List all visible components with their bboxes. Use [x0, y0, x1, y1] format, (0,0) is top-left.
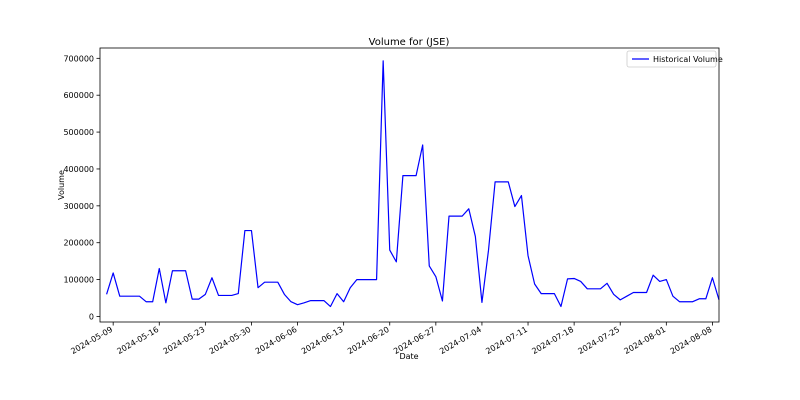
chart-title: Volume for (JSE) [369, 37, 450, 48]
y-tick-label: 700000 [63, 54, 94, 63]
legend-box [626, 50, 717, 68]
y-tick-label: 500000 [63, 128, 94, 137]
y-tick-label: 200000 [63, 239, 94, 248]
plot-frame [99, 47, 720, 323]
y-tick-label: 600000 [63, 91, 94, 100]
series-layer [106, 60, 720, 308]
series-line-historical-volume [106, 60, 720, 308]
y-axis-title: Volume [57, 170, 66, 200]
legend: Historical Volume [626, 50, 723, 68]
legend-label: Historical Volume [653, 55, 723, 64]
y-tick-label: 0 [89, 312, 94, 321]
y-tick-label: 400000 [63, 165, 94, 174]
x-axis-title: Date [399, 352, 418, 361]
y-tick-label: 300000 [63, 202, 94, 211]
y-axis: 0 100000 200000 300000 400000 500000 600000 700… [63, 54, 100, 321]
y-tick-label: 100000 [63, 276, 94, 285]
plot-area [100, 48, 719, 322]
